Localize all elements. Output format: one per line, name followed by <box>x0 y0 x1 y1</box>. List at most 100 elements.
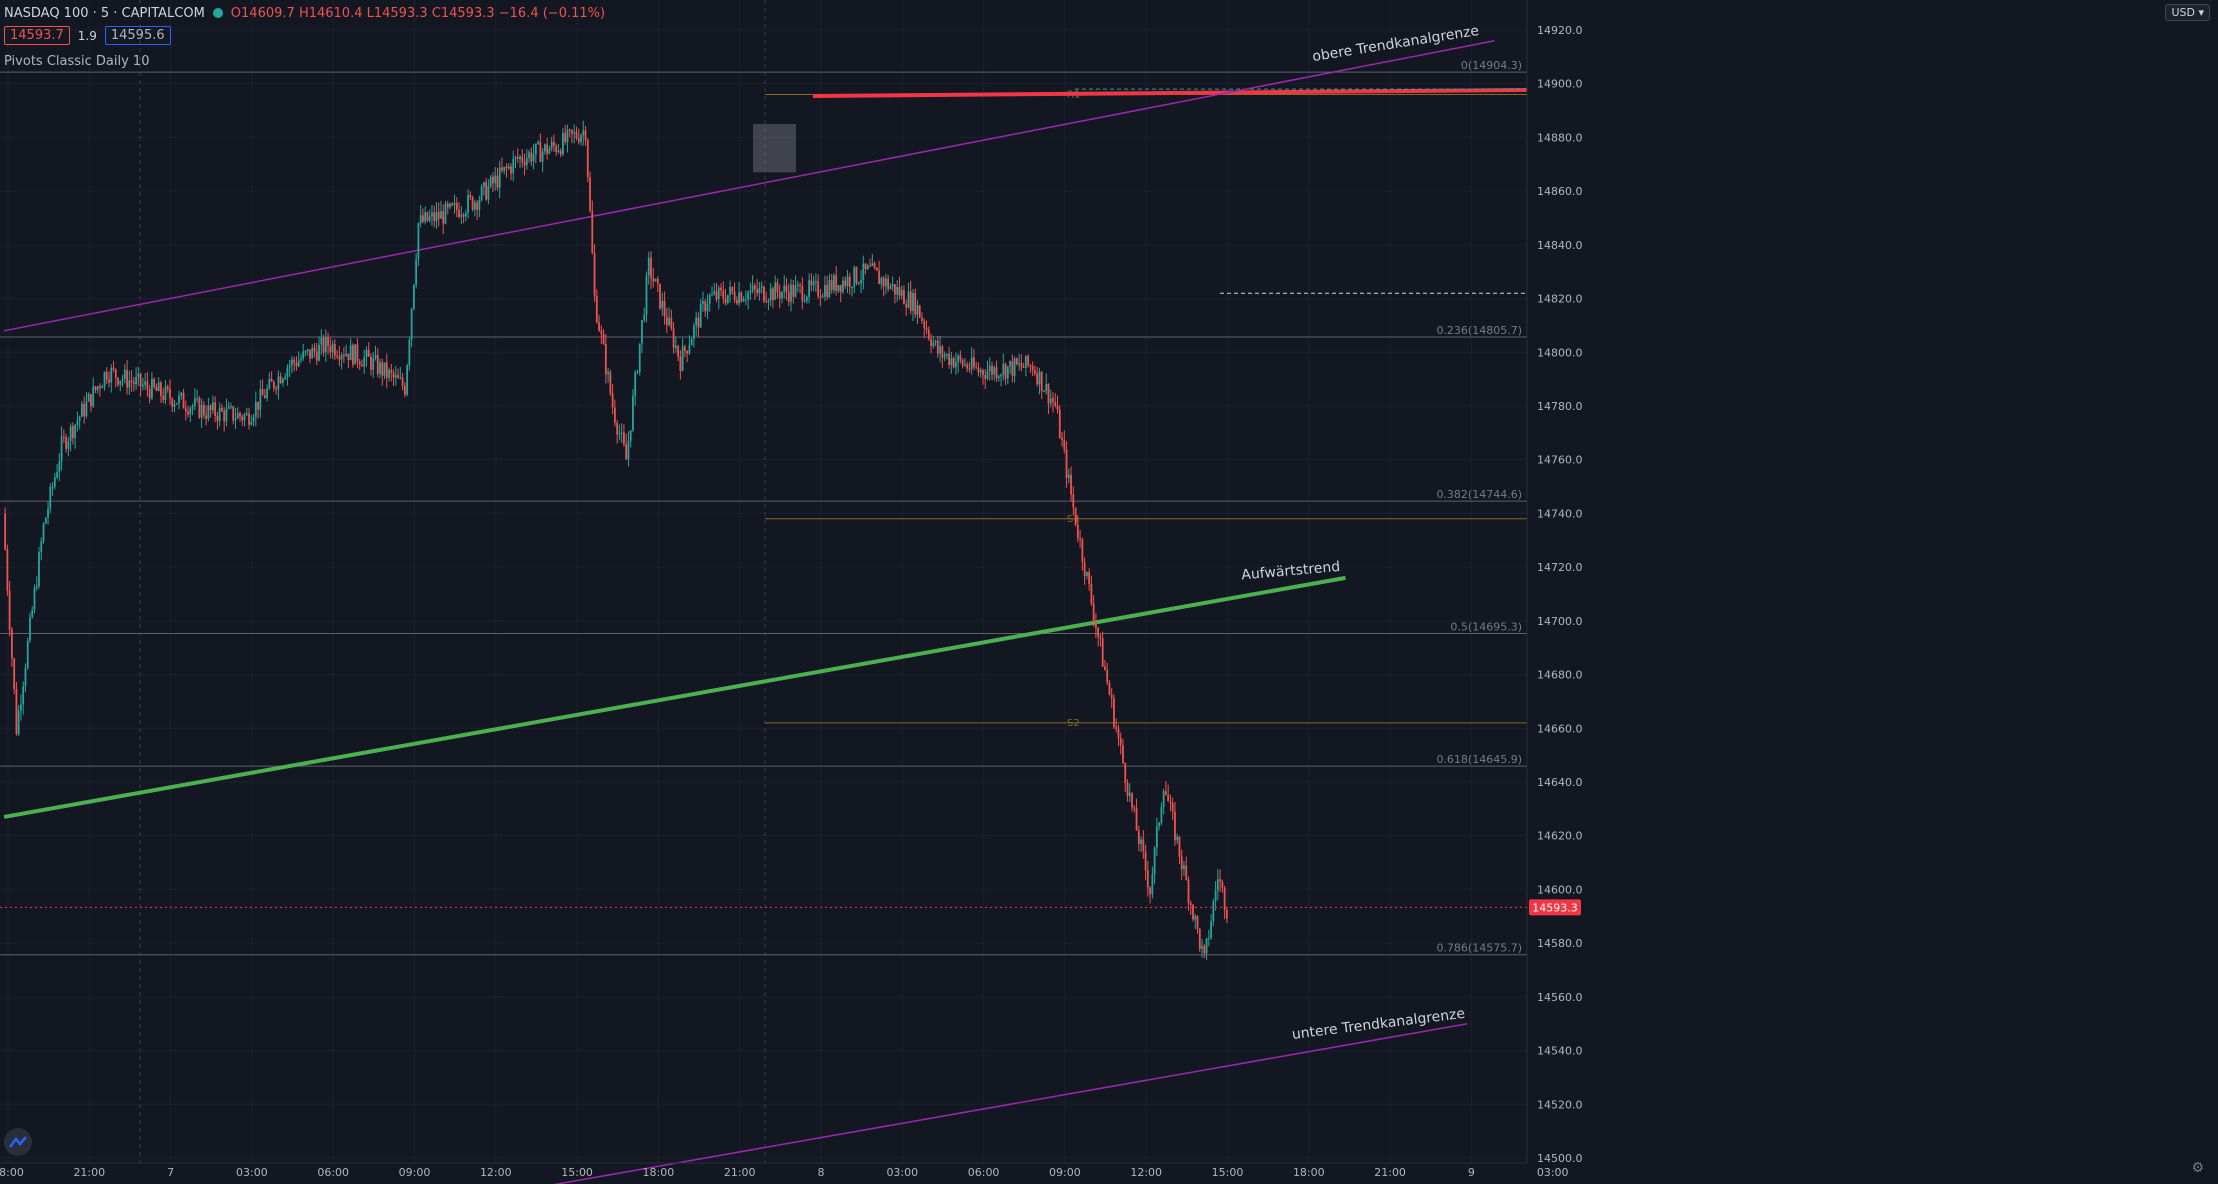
candle-body <box>1158 822 1161 827</box>
fib-level-label: 0.382(14744.6) <box>1436 488 1522 501</box>
candle-body <box>372 358 375 370</box>
candle-body <box>56 472 58 478</box>
currency-label: USD <box>2171 6 2195 19</box>
candle-body <box>959 355 962 360</box>
candle-body <box>291 359 293 366</box>
x-tick-label: 03:00 <box>1537 1166 1569 1179</box>
candle-body <box>839 285 842 292</box>
candle-body <box>460 214 463 217</box>
candle-body <box>171 398 174 407</box>
candle-body <box>1119 737 1122 746</box>
candle-body <box>711 294 713 296</box>
candle-body <box>234 418 237 421</box>
candle-body <box>501 167 503 171</box>
candle-body <box>729 287 731 295</box>
candle-body <box>1144 851 1147 871</box>
candle-body <box>496 175 499 188</box>
candle-body <box>647 257 650 276</box>
candle-body <box>403 386 406 395</box>
candle-body <box>20 704 22 711</box>
candle-body <box>169 389 171 399</box>
price-axis-panel[interactable] <box>1527 0 2218 1184</box>
candle-body <box>99 386 101 389</box>
candle-body <box>891 284 894 287</box>
candle-body <box>392 372 395 378</box>
candle-body <box>636 372 639 374</box>
highlight-zone <box>753 124 796 173</box>
candle-body <box>297 360 300 367</box>
candle-body <box>227 406 230 409</box>
candle-body <box>805 296 808 301</box>
indicator-legend[interactable]: Pivots Classic Daily 10 <box>4 54 150 69</box>
candle-body <box>24 667 27 687</box>
y-tick-label: 14500.0 <box>1537 1152 1583 1165</box>
candle-body <box>1160 807 1163 823</box>
candle-body <box>467 195 469 213</box>
candle-body <box>81 403 83 417</box>
x-tick-label: 12:00 <box>1130 1166 1162 1179</box>
candle-body <box>686 350 689 354</box>
candle-body <box>521 156 524 162</box>
candle-body <box>207 405 210 419</box>
candle-body <box>817 281 820 297</box>
candle-body <box>1162 791 1165 808</box>
candle-body <box>1024 355 1027 368</box>
candle-body <box>586 139 589 178</box>
candle-body <box>498 167 501 188</box>
candle-body <box>1149 887 1152 894</box>
candle-body <box>1006 366 1009 379</box>
candle-body <box>803 300 806 302</box>
candle-body <box>367 349 370 357</box>
candle-body <box>47 508 49 518</box>
candle-body <box>905 304 908 308</box>
candle-body <box>894 284 896 295</box>
candle-body <box>311 347 314 359</box>
lower-channel-line[interactable] <box>492 1022 1468 1184</box>
candle-body <box>119 380 122 385</box>
current-price-label: 14593.3 <box>1532 901 1578 914</box>
candle-body <box>580 135 582 142</box>
symbol-title[interactable]: NASDAQ 100 · 5 · CAPITALCOM <box>4 5 205 21</box>
upper-channel-line[interactable] <box>3 40 1495 332</box>
candle-body <box>957 355 960 363</box>
settings-gear-icon[interactable]: ⚙ <box>2191 1160 2204 1176</box>
tradingview-logo-icon[interactable] <box>4 1128 32 1156</box>
open-value: O14609.7 <box>230 5 295 21</box>
currency-selector[interactable]: USD ▾ <box>2165 4 2210 21</box>
candle-body <box>1063 439 1066 450</box>
candle-body <box>661 300 664 309</box>
candle-body <box>286 367 289 377</box>
candle-body <box>683 346 686 351</box>
candle-body <box>697 317 700 328</box>
candle-body <box>503 166 506 171</box>
sell-button[interactable]: 14593.7 <box>4 26 70 45</box>
candle-body <box>1054 402 1057 406</box>
candle-body <box>1212 901 1215 922</box>
current-price-marker[interactable] <box>1529 899 1581 916</box>
y-tick-label: 14800.0 <box>1537 346 1583 359</box>
candle-body <box>29 617 31 641</box>
fib-level-label: 1(14486.2) <box>1461 1182 1522 1184</box>
candle-body <box>428 216 431 221</box>
candle-body <box>6 549 9 591</box>
candle-body <box>1027 355 1030 366</box>
candle-body <box>476 202 479 210</box>
candle-body <box>785 285 788 292</box>
candle-body <box>629 430 632 442</box>
candle-body <box>591 210 594 254</box>
candle-body <box>322 337 325 353</box>
candle-body <box>35 586 38 589</box>
candle-body <box>272 381 275 389</box>
candle-body <box>620 432 623 434</box>
candle-body <box>363 357 366 367</box>
candle-body <box>153 379 156 387</box>
candle-body <box>471 196 474 210</box>
candle-body <box>331 344 334 353</box>
fib-level-label: 0.786(14575.7) <box>1436 942 1522 955</box>
candle-body <box>1056 405 1059 410</box>
uptrend-line[interactable] <box>3 575 1346 819</box>
candle-body <box>690 338 693 346</box>
candle-body <box>979 370 982 373</box>
buy-button[interactable]: 14595.6 <box>104 26 171 45</box>
